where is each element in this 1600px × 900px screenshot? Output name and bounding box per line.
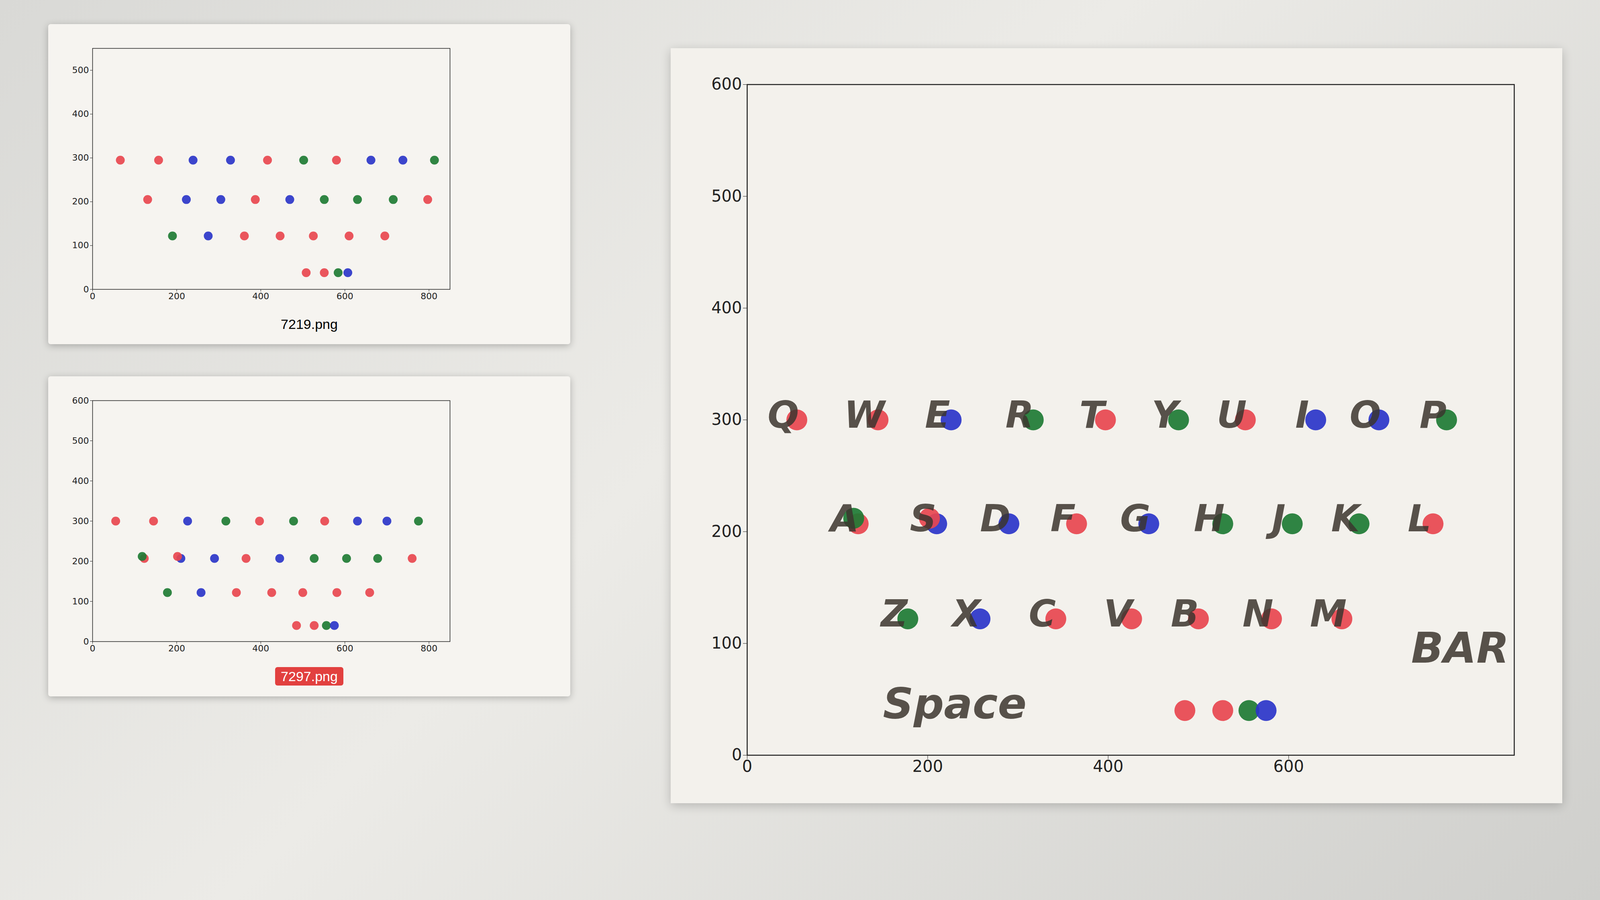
- svg-text:400: 400: [1092, 757, 1124, 776]
- html-text:7297.png: 7297.png: [280, 668, 338, 684]
- svg-text:600: 600: [336, 291, 354, 302]
- svg-text:200: 200: [168, 291, 186, 302]
- svg-text:300: 300: [72, 516, 90, 527]
- svg-text:H: H: [1193, 497, 1225, 541]
- svg-text:Q: Q: [767, 393, 799, 437]
- html-text:7219.png: 7219.png: [280, 316, 338, 332]
- svg-text:400: 400: [252, 643, 270, 654]
- svg-text:200: 200: [711, 522, 742, 541]
- svg-text:E: E: [924, 393, 951, 437]
- svg-text:X: X: [950, 592, 983, 636]
- svg-text:B: B: [1170, 592, 1199, 636]
- svg-text:I: I: [1295, 393, 1309, 437]
- svg-text:C: C: [1028, 592, 1056, 636]
- svg-text:600: 600: [336, 643, 354, 654]
- svg-text:400: 400: [711, 298, 742, 317]
- svg-text:100: 100: [72, 240, 90, 251]
- svg-text:800: 800: [420, 643, 438, 654]
- svg-text:BAR: BAR: [1411, 623, 1510, 673]
- svg-text:400: 400: [72, 475, 90, 486]
- svg-text:D: D: [979, 497, 1011, 541]
- svg-text:600: 600: [1273, 757, 1305, 776]
- svg-text:500: 500: [72, 65, 90, 76]
- svg-text:200: 200: [72, 196, 90, 207]
- svg-text:100: 100: [711, 633, 742, 653]
- svg-text:500: 500: [72, 435, 90, 446]
- svg-text:Z: Z: [879, 592, 909, 636]
- svg-text:V: V: [1103, 592, 1135, 636]
- svg-text:0: 0: [89, 643, 96, 654]
- svg-text:L: L: [1407, 497, 1432, 541]
- svg-text:200: 200: [72, 556, 90, 567]
- svg-text:O: O: [1349, 393, 1382, 437]
- svg-text:600: 600: [72, 395, 90, 406]
- svg-text:0: 0: [731, 745, 742, 764]
- svg-text:S: S: [909, 497, 937, 541]
- svg-text:W: W: [844, 393, 887, 437]
- svg-text:R: R: [1005, 393, 1035, 437]
- svg-text:G: G: [1120, 497, 1151, 541]
- svg-text:M: M: [1310, 592, 1347, 636]
- svg-text:F: F: [1050, 497, 1076, 541]
- svg-text:0: 0: [89, 291, 96, 302]
- svg-text:0: 0: [83, 284, 90, 295]
- svg-text:200: 200: [168, 643, 186, 654]
- svg-text:300: 300: [72, 152, 90, 163]
- svg-text:T: T: [1079, 393, 1107, 437]
- svg-text:300: 300: [711, 410, 742, 429]
- svg-text:0: 0: [742, 757, 753, 776]
- svg-text:500: 500: [711, 186, 742, 206]
- svg-text:K: K: [1331, 497, 1363, 541]
- svg-text:400: 400: [72, 108, 90, 119]
- svg-text:Y: Y: [1151, 393, 1182, 437]
- svg-text:A: A: [827, 497, 859, 541]
- svg-text:0: 0: [83, 636, 90, 647]
- svg-text:200: 200: [912, 757, 943, 776]
- svg-text:U: U: [1216, 393, 1247, 437]
- svg-text:800: 800: [420, 291, 438, 302]
- svg-text:J: J: [1265, 497, 1286, 541]
- svg-text:P: P: [1419, 393, 1447, 437]
- svg-text:600: 600: [711, 74, 742, 94]
- svg-text:Space: Space: [882, 679, 1027, 729]
- svg-text:N: N: [1242, 592, 1274, 636]
- svg-text:100: 100: [72, 596, 90, 607]
- svg-text:400: 400: [252, 291, 270, 302]
